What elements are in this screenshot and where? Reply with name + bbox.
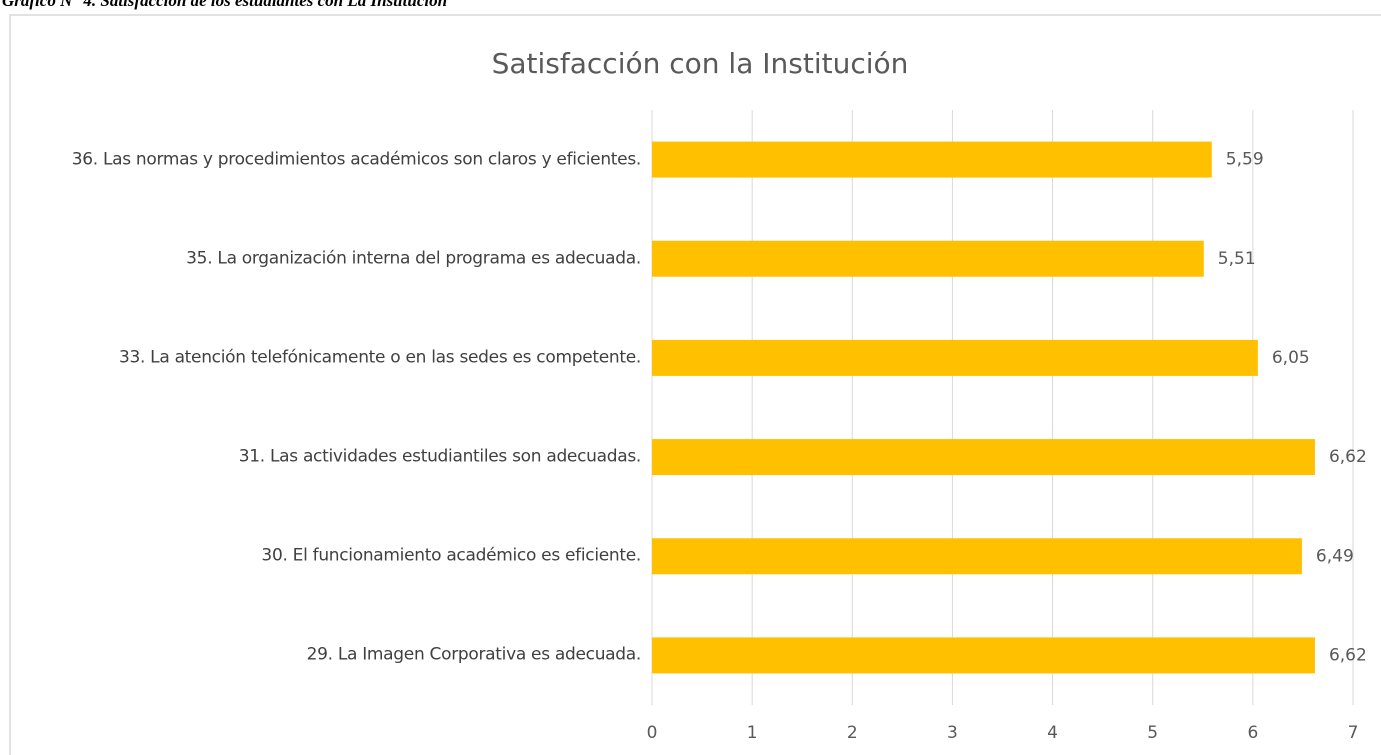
bar xyxy=(652,439,1315,476)
y-tick-label: 30. El funcionamiento académico es efici… xyxy=(261,545,641,566)
chart-title: Satisfacción con la Institución xyxy=(492,47,909,80)
category-label-box: 36. Las normas y procedimientos académic… xyxy=(71,148,642,171)
value-label: 6,05 xyxy=(1272,348,1310,368)
value-label: 5,51 xyxy=(1218,249,1256,269)
value-label: 6,62 xyxy=(1329,447,1367,467)
category-label-box: 31. Las actividades estudiantiles son ad… xyxy=(238,446,642,469)
value-label: 6,49 xyxy=(1316,546,1354,566)
bar xyxy=(652,339,1258,376)
y-tick-label: 33. La atención telefónicamente o en las… xyxy=(118,347,641,368)
x-tick-label: 1 xyxy=(747,723,758,743)
bar xyxy=(652,637,1315,674)
bar xyxy=(652,538,1302,575)
bar xyxy=(652,141,1212,178)
x-tick-label: 5 xyxy=(1147,723,1158,743)
x-tick-label: 4 xyxy=(1047,723,1058,743)
x-tick-label: 2 xyxy=(847,723,858,743)
x-tick-label: 6 xyxy=(1247,723,1258,743)
bar xyxy=(652,240,1204,277)
category-label-box: 35. La organización interna del programa… xyxy=(186,247,641,270)
x-tick-label: 7 xyxy=(1348,723,1359,743)
caption: Gráfico N° 4. Satisfacción de los estudi… xyxy=(2,0,448,10)
y-tick-label: 35. La organización interna del programa… xyxy=(186,248,641,269)
y-tick-label: 36. Las normas y procedimientos académic… xyxy=(71,149,642,170)
y-tick-label: 29. La Imagen Corporativa es adecuada. xyxy=(306,644,642,665)
x-tick-label: 0 xyxy=(647,723,658,743)
category-label-box: 30. El funcionamiento académico es efici… xyxy=(261,545,641,568)
value-label: 6,62 xyxy=(1329,645,1367,665)
y-tick-label: 31. Las actividades estudiantiles son ad… xyxy=(238,446,642,467)
category-label-box: 29. La Imagen Corporativa es adecuada. xyxy=(306,644,642,667)
value-label: 5,59 xyxy=(1226,150,1264,170)
x-tick-label: 3 xyxy=(947,723,958,743)
category-label-box: 33. La atención telefónicamente o en las… xyxy=(119,346,641,369)
